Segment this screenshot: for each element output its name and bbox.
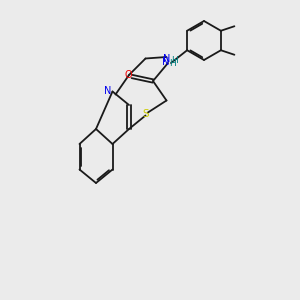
Text: N: N xyxy=(104,86,112,97)
Text: H: H xyxy=(169,58,176,68)
Text: O: O xyxy=(124,70,132,80)
Text: H: H xyxy=(171,56,178,65)
Text: N: N xyxy=(164,54,171,64)
Text: N: N xyxy=(162,56,169,67)
Text: S: S xyxy=(142,109,149,119)
